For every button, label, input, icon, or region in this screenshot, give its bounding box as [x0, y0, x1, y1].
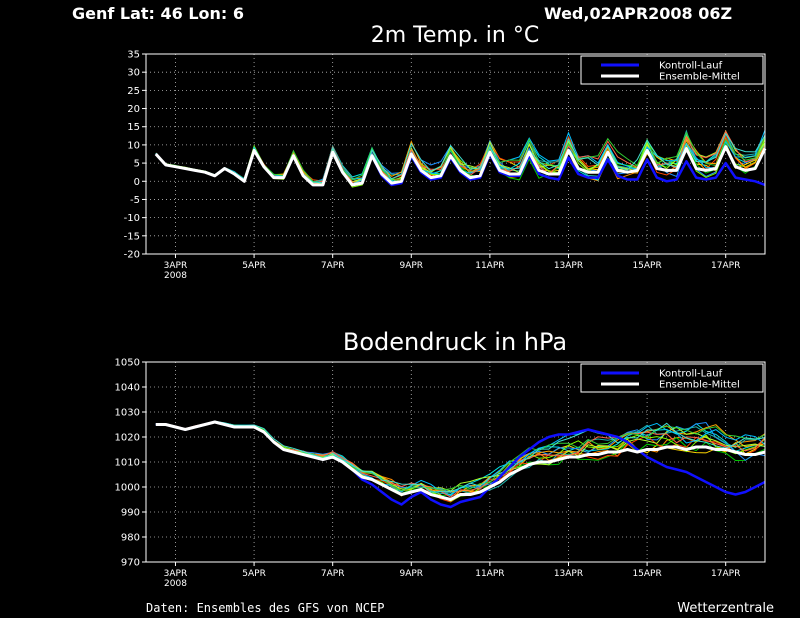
temperature-chart-title: 2m Temp. in °C — [371, 23, 539, 48]
legend-ensemble-mittel: Ensemble-Mittel — [659, 380, 740, 391]
x-tick-label: 7APR — [321, 569, 345, 579]
y-tick-label: 10 — [127, 140, 140, 151]
y-tick-label: -20 — [124, 250, 140, 261]
y-tick-label: -10 — [124, 213, 140, 224]
y-tick-label: 15 — [127, 122, 140, 133]
x-tick-label: 3APR — [164, 261, 188, 271]
y-tick-label: 20 — [127, 104, 140, 115]
ensemble-member-line — [155, 420, 766, 493]
y-tick-label: 5 — [134, 159, 140, 170]
x-tick-label: 17APR — [711, 569, 740, 579]
x-tick-label: 15APR — [632, 261, 661, 271]
x-tick-label: 15APR — [632, 569, 661, 579]
ensemble-mean-line — [154, 145, 767, 187]
ensemble-member-line — [155, 421, 766, 492]
legend-kontroll-lauf: Kontroll-Lauf — [659, 369, 723, 380]
pressure-chart: 970 980 990 1000 1010 1020 1030 1040 1050 3APR 5AP… — [115, 358, 766, 589]
y-tick-label: 970 — [121, 558, 140, 569]
y-tick-label: -15 — [124, 231, 140, 242]
y-tick-label: 980 — [121, 533, 140, 544]
y-tick-label: 1040 — [115, 383, 140, 394]
run-header: Wed,02APR2008 06Z — [544, 4, 732, 23]
y-tick-label: 1050 — [115, 358, 140, 369]
x-tick-year-label: 2008 — [164, 579, 187, 589]
legend-box — [580, 363, 764, 393]
plot-frame — [145, 53, 766, 255]
x-tick-label: 5APR — [242, 569, 266, 579]
y-tick-label: 0 — [134, 177, 140, 188]
x-tick-label: 9APR — [399, 569, 423, 579]
data-source-note: Daten: Ensembles des GFS von NCEP — [146, 601, 384, 615]
y-tick-label: 30 — [127, 68, 140, 79]
x-tick-label: 13APR — [554, 569, 583, 579]
x-tick-label: 7APR — [321, 261, 345, 271]
pressure-chart-title: Bodendruck in hPa — [343, 328, 567, 356]
y-tick-label: 1000 — [115, 483, 140, 494]
y-tick-label: -5 — [130, 195, 140, 206]
x-tick-year-label: 2008 — [164, 271, 187, 281]
grid-lines — [146, 361, 765, 563]
legend-box — [580, 55, 764, 85]
y-tick-label: 990 — [121, 508, 140, 519]
location-header: Genf Lat: 46 Lon: 6 — [72, 4, 244, 23]
y-tick-label: 35 — [127, 50, 140, 61]
ensemble-member-line — [155, 138, 766, 188]
y-tick-label: 25 — [127, 86, 140, 97]
brand-label: Wetterzentrale — [677, 601, 774, 616]
x-tick-label: 13APR — [554, 261, 583, 271]
y-tick-label: 1010 — [115, 458, 140, 469]
x-tick-label: 3APR — [164, 569, 188, 579]
x-tick-label: 11APR — [475, 261, 504, 271]
x-tick-label: 5APR — [242, 261, 266, 271]
ensemble-mean-line — [155, 420, 766, 501]
x-tick-label: 9APR — [399, 261, 423, 271]
temperature-chart: -20 -15 -10 -5 0 5 10 15 20 25 30 35 3APR 5APR 7APR 9AP… — [124, 50, 767, 281]
legend-ensemble-mittel: Ensemble-Mittel — [659, 72, 740, 83]
y-tick-label: 1020 — [115, 433, 140, 444]
legend-kontroll-lauf: Kontroll-Lauf — [659, 61, 723, 72]
y-tick-label: 1030 — [115, 408, 140, 419]
x-tick-label: 17APR — [711, 261, 740, 271]
x-tick-label: 11APR — [475, 569, 504, 579]
